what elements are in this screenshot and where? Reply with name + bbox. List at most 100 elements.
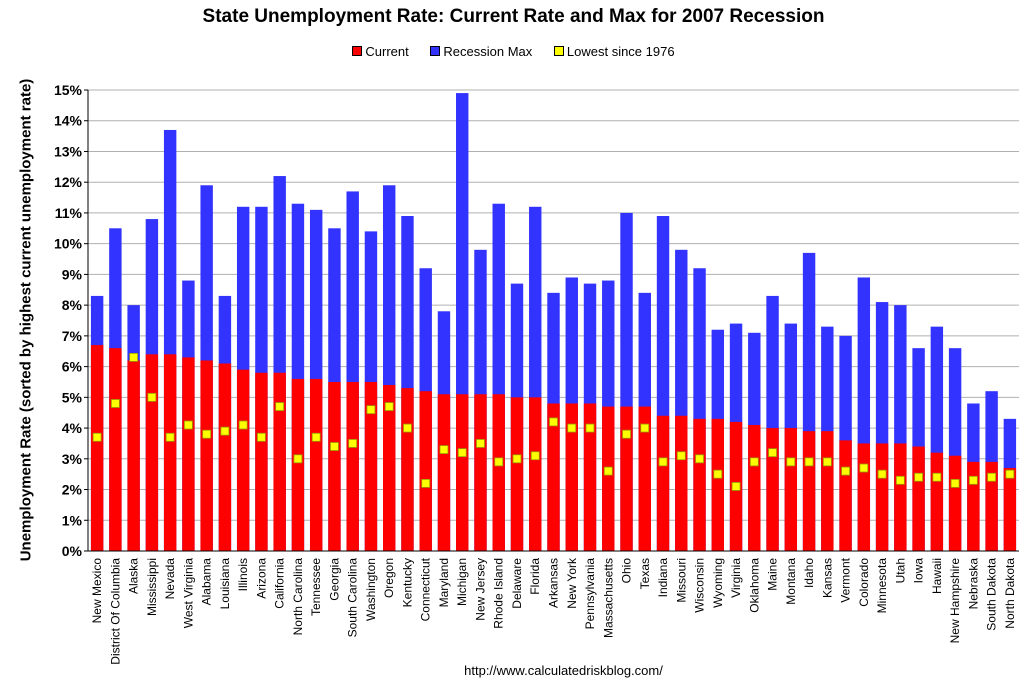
y-tick-label: 14% bbox=[54, 113, 83, 129]
marker-lowest bbox=[731, 482, 741, 491]
bar-current bbox=[693, 418, 706, 551]
bar-current bbox=[930, 452, 944, 551]
marker-lowest bbox=[549, 417, 558, 427]
x-tick-label: New Hampshire bbox=[948, 558, 962, 644]
bar-current bbox=[200, 360, 213, 551]
x-tick-label: Idaho bbox=[802, 558, 816, 588]
x-tick-label: Rhode Island bbox=[492, 558, 506, 629]
bar-current bbox=[948, 455, 962, 551]
x-tick-label: Pennsylvania bbox=[583, 558, 597, 630]
marker-lowest bbox=[293, 454, 303, 464]
bar-current bbox=[547, 403, 560, 551]
marker-lowest bbox=[184, 420, 193, 430]
marker-lowest bbox=[476, 439, 485, 448]
bar-current bbox=[109, 348, 122, 551]
bar-current bbox=[894, 443, 907, 551]
marker-lowest bbox=[1005, 469, 1015, 479]
legend: Current Recession Max Lowest since 1976 bbox=[0, 44, 1027, 59]
x-tick-label: Arkansas bbox=[547, 558, 561, 608]
y-tick-label: 3% bbox=[62, 451, 83, 467]
marker-lowest bbox=[384, 402, 394, 411]
x-tick-label: Connecticut bbox=[419, 557, 433, 621]
x-tick-label: South Carolina bbox=[346, 558, 360, 638]
marker-lowest bbox=[585, 423, 595, 433]
bar-current bbox=[967, 461, 980, 551]
x-tick-label: South Dakota bbox=[985, 558, 999, 631]
x-tick-label: Kansas bbox=[820, 558, 834, 598]
bar-current bbox=[145, 354, 159, 551]
marker-lowest bbox=[786, 457, 796, 467]
bar-current bbox=[510, 397, 524, 551]
x-tick-label: Virginia bbox=[729, 558, 743, 598]
marker-lowest bbox=[841, 466, 850, 476]
x-tick-label: Nebraska bbox=[966, 558, 980, 610]
x-tick-label: Michigan bbox=[455, 558, 469, 606]
x-tick-label: Florida bbox=[528, 558, 542, 595]
marker-lowest bbox=[92, 432, 102, 442]
legend-label-lowest: Lowest since 1976 bbox=[566, 44, 675, 59]
y-tick-label: 8% bbox=[62, 297, 83, 313]
x-tick-label: Mississippi bbox=[145, 558, 159, 616]
bar-current bbox=[364, 381, 378, 551]
marker-lowest bbox=[567, 423, 577, 433]
marker-lowest bbox=[987, 472, 997, 482]
bar-current bbox=[985, 461, 998, 551]
marker-lowest bbox=[238, 420, 248, 430]
bar-current bbox=[583, 403, 597, 551]
x-tick-label: West Virginia bbox=[181, 558, 195, 629]
bar-current bbox=[309, 378, 323, 551]
marker-lowest bbox=[822, 457, 832, 467]
marker-lowest bbox=[129, 352, 139, 362]
marker-lowest bbox=[640, 423, 650, 433]
marker-lowest bbox=[530, 451, 540, 461]
marker-lowest bbox=[749, 457, 759, 467]
x-tick-label: Utah bbox=[893, 558, 907, 583]
bar-current bbox=[1003, 468, 1017, 551]
bar-current bbox=[529, 397, 542, 551]
marker-lowest bbox=[804, 457, 814, 467]
x-tick-label: Georgia bbox=[327, 558, 341, 601]
marker-lowest bbox=[932, 472, 942, 482]
x-tick-label: Oklahoma bbox=[747, 558, 761, 613]
bar-current bbox=[218, 363, 232, 551]
x-tick-label: Wisconsin bbox=[693, 558, 707, 613]
y-tick-label: 1% bbox=[62, 512, 83, 528]
x-tick-label: New Jersey bbox=[473, 558, 487, 621]
x-tick-label: Massachusetts bbox=[601, 558, 615, 638]
y-tick-label: 5% bbox=[62, 389, 83, 405]
bar-current bbox=[456, 394, 469, 551]
y-tick-label: 7% bbox=[62, 328, 83, 344]
bar-current bbox=[328, 381, 341, 551]
legend-item-recession-max: Recession Max bbox=[430, 44, 532, 59]
bar-current bbox=[401, 388, 414, 551]
bar-current bbox=[90, 345, 104, 551]
x-tick-label: Tennessee bbox=[309, 558, 323, 616]
marker-lowest bbox=[895, 475, 905, 485]
y-tick-label: 10% bbox=[54, 236, 83, 252]
y-tick-label: 0% bbox=[62, 543, 83, 559]
bar-current bbox=[437, 394, 451, 551]
marker-lowest bbox=[695, 454, 704, 464]
x-tick-label: Delaware bbox=[510, 558, 524, 609]
bar-current bbox=[620, 406, 633, 551]
bar-current bbox=[182, 357, 195, 551]
bar-current bbox=[273, 372, 286, 551]
x-tick-label: Illinois bbox=[236, 558, 250, 591]
x-tick-label: Alabama bbox=[200, 558, 214, 606]
legend-swatch-recession-max bbox=[430, 46, 441, 56]
bar-current bbox=[127, 360, 140, 551]
legend-label-recession-max: Recession Max bbox=[443, 44, 533, 59]
marker-lowest bbox=[330, 442, 339, 451]
marker-lowest bbox=[877, 469, 887, 479]
bar-current bbox=[382, 385, 396, 551]
y-tick-label: 9% bbox=[62, 266, 83, 282]
y-tick-label: 11% bbox=[55, 205, 83, 221]
legend-item-lowest: Lowest since 1976 bbox=[553, 44, 675, 59]
source-url: http://www.calculatedriskblog.com/ bbox=[464, 663, 663, 678]
x-tick-label: Louisiana bbox=[218, 558, 232, 610]
marker-lowest bbox=[658, 457, 668, 467]
marker-lowest bbox=[110, 399, 120, 408]
y-tick-label: 6% bbox=[62, 359, 83, 375]
bar-current bbox=[346, 381, 359, 551]
bar-current bbox=[492, 394, 505, 551]
